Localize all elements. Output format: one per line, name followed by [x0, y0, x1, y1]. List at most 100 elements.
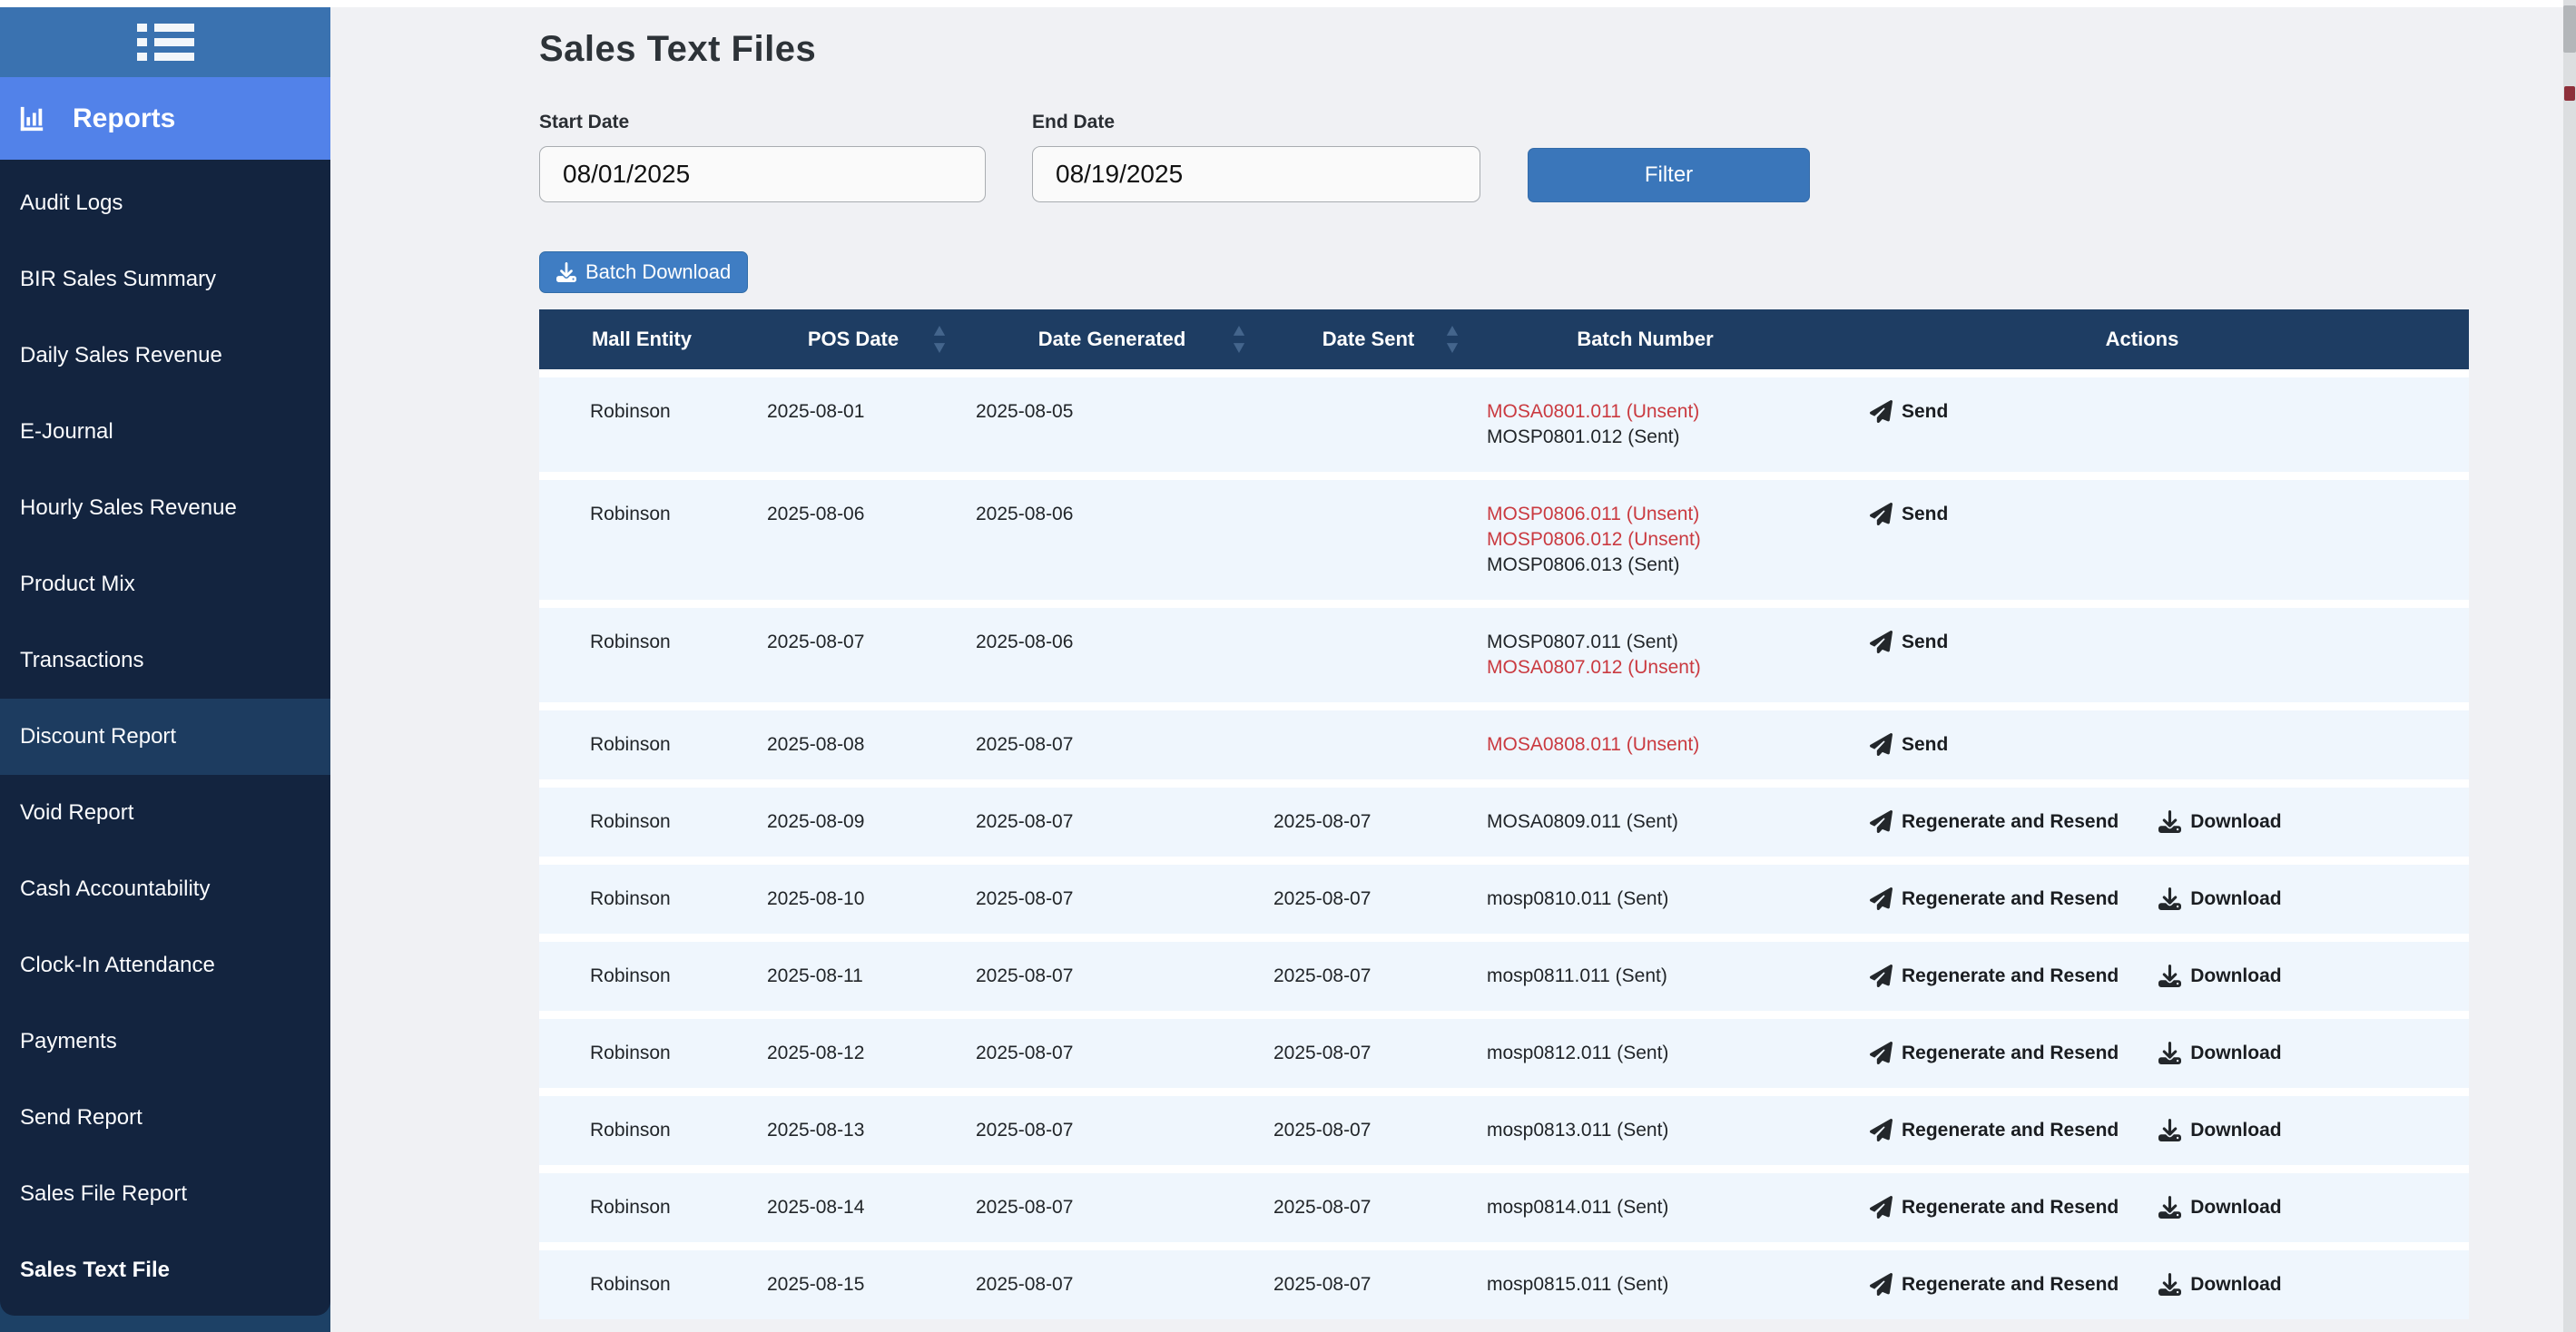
- table-row: Robinson 2025-08-12 2025-08-07 2025-08-07 mo…: [539, 1014, 2469, 1092]
- sidebar-menu-toggle[interactable]: [0, 7, 330, 77]
- sidebar-item-e-journal[interactable]: E-Journal: [20, 419, 113, 444]
- actions-cell: Regenerate and Resend Download: [1815, 937, 2469, 1014]
- batch-number-cell: MOSA0809.011 (Sent): [1475, 783, 1815, 860]
- paper-plane-icon: [1870, 631, 1893, 653]
- sidebar-item-daily-sales-revenue[interactable]: Daily Sales Revenue: [20, 343, 222, 367]
- actions-cell: Send: [1815, 373, 2469, 475]
- main-content: Sales Text Files Start Date End Date Fil…: [330, 7, 2576, 1332]
- sales-files-table: Mall Entity POS Date Date Generated Date …: [539, 309, 2469, 1319]
- column-header-date-sent[interactable]: Date Sent: [1262, 309, 1475, 373]
- actions-cell: Send: [1815, 475, 2469, 603]
- actions-cell: Regenerate and Resend Download: [1815, 1092, 2469, 1169]
- paper-plane-icon: [1870, 810, 1893, 833]
- action-label: Download: [2190, 810, 2282, 832]
- sidebar-item-sales-file-report[interactable]: Sales File Report: [20, 1181, 188, 1206]
- actions-cell: Regenerate and Resend Download: [1815, 783, 2469, 860]
- mall-entity-cell: Robinson: [590, 631, 671, 652]
- sidebar-item-audit-logs[interactable]: Audit Logs: [20, 191, 123, 215]
- paper-plane-icon: [1870, 887, 1893, 910]
- mall-entity-cell: Robinson: [590, 965, 671, 986]
- sort-icon[interactable]: [933, 325, 946, 353]
- download-action[interactable]: Download: [2158, 886, 2282, 912]
- scrollbar-thumb[interactable]: [2563, 5, 2576, 53]
- batch-number-unsent: MOSA0807.012 (Unsent): [1487, 656, 1701, 678]
- batch-number-sent: MOSP0806.013 (Sent): [1487, 553, 1680, 575]
- regenerate-and-resend-action[interactable]: Regenerate and Resend: [1870, 1195, 2119, 1220]
- paper-plane-icon: [1870, 1196, 1893, 1219]
- send-action[interactable]: Send: [1870, 502, 1948, 527]
- sidebar-item-cash-accountability[interactable]: Cash Accountability: [20, 877, 211, 901]
- batch-number-sent: mosp0810.011 (Sent): [1487, 887, 1669, 909]
- column-header-mall-entity: Mall Entity: [539, 309, 744, 373]
- batch-number-cell: MOSP0807.011 (Sent) MOSA0807.012 (Unsent): [1475, 603, 1815, 706]
- batch-number-unsent: MOSP0806.011 (Unsent): [1487, 503, 1700, 524]
- send-action[interactable]: Send: [1870, 732, 1948, 758]
- pos-date-cell: 2025-08-10: [767, 887, 865, 909]
- download-action[interactable]: Download: [2158, 1272, 2282, 1298]
- column-header-actions: Actions: [1815, 309, 2469, 373]
- pos-date-cell: 2025-08-09: [767, 810, 865, 832]
- sidebar-item-sales-text-file[interactable]: Sales Text File: [20, 1258, 170, 1282]
- date-sent-cell: [1262, 706, 1475, 783]
- start-date-label: Start Date: [539, 112, 630, 132]
- column-header-batch-number: Batch Number: [1475, 309, 1815, 373]
- send-action[interactable]: Send: [1870, 630, 1948, 655]
- pos-date-cell: 2025-08-11: [767, 965, 863, 986]
- download-icon: [2158, 1042, 2182, 1064]
- regenerate-and-resend-action[interactable]: Regenerate and Resend: [1870, 964, 2119, 989]
- actions-cell: Regenerate and Resend Download: [1815, 1169, 2469, 1246]
- sort-icon[interactable]: [1233, 325, 1245, 353]
- download-action[interactable]: Download: [2158, 1041, 2282, 1066]
- sidebar-item-hourly-sales-revenue[interactable]: Hourly Sales Revenue: [20, 495, 237, 520]
- date-generated-cell: 2025-08-06: [976, 631, 1074, 652]
- regenerate-and-resend-action[interactable]: Regenerate and Resend: [1870, 1272, 2119, 1298]
- sidebar-item-discount-report[interactable]: Discount Report: [0, 699, 330, 775]
- mall-entity-cell: Robinson: [590, 887, 671, 909]
- column-header-date-generated[interactable]: Date Generated: [962, 309, 1262, 373]
- sidebar: Reports Audit Logs BIR Sales Summary Daily…: [0, 7, 330, 1332]
- action-label: Regenerate and Resend: [1902, 965, 2119, 986]
- filter-button[interactable]: Filter: [1528, 148, 1810, 202]
- download-action[interactable]: Download: [2158, 1118, 2282, 1143]
- download-action[interactable]: Download: [2158, 1195, 2282, 1220]
- start-date-group: Start Date: [539, 112, 986, 202]
- date-sent-cell: [1262, 373, 1475, 475]
- download-action[interactable]: Download: [2158, 964, 2282, 989]
- download-icon: [2158, 1273, 2182, 1296]
- actions-cell: Send: [1815, 603, 2469, 706]
- pos-date-cell: 2025-08-06: [767, 503, 865, 524]
- regenerate-and-resend-action[interactable]: Regenerate and Resend: [1870, 1118, 2119, 1143]
- regenerate-and-resend-action[interactable]: Regenerate and Resend: [1870, 886, 2119, 912]
- column-header-pos-date[interactable]: POS Date: [744, 309, 962, 373]
- sidebar-item-send-report[interactable]: Send Report: [20, 1105, 143, 1130]
- regenerate-and-resend-action[interactable]: Regenerate and Resend: [1870, 809, 2119, 835]
- page-title: Sales Text Files: [539, 29, 817, 69]
- sidebar-item-payments[interactable]: Payments: [20, 1029, 117, 1053]
- sidebar-item-bir-sales-summary[interactable]: BIR Sales Summary: [20, 267, 217, 291]
- download-icon: [2158, 965, 2182, 987]
- sidebar-item-transactions[interactable]: Transactions: [20, 648, 144, 672]
- action-label: Download: [2190, 1196, 2282, 1218]
- action-label: Regenerate and Resend: [1902, 887, 2119, 909]
- start-date-input[interactable]: [539, 146, 986, 202]
- sidebar-item-clock-in-attendance[interactable]: Clock-In Attendance: [20, 953, 215, 977]
- table-row: Robinson 2025-08-08 2025-08-07 MOSA0808.011…: [539, 706, 2469, 783]
- regenerate-and-resend-action[interactable]: Regenerate and Resend: [1870, 1041, 2119, 1066]
- sort-icon[interactable]: [1446, 325, 1459, 353]
- action-label: Download: [2190, 965, 2282, 986]
- table-row: Robinson 2025-08-13 2025-08-07 2025-08-07 mo…: [539, 1092, 2469, 1169]
- send-action[interactable]: Send: [1870, 399, 1948, 425]
- batch-download-button[interactable]: Batch Download: [539, 251, 749, 293]
- sidebar-item-product-mix[interactable]: Product Mix: [20, 572, 135, 596]
- batch-number-cell: MOSA0801.011 (Unsent) MOSP0801.012 (Sent): [1475, 373, 1815, 475]
- download-action[interactable]: Download: [2158, 809, 2282, 835]
- end-date-input[interactable]: [1032, 146, 1480, 202]
- sidebar-item-reports[interactable]: Reports: [0, 77, 330, 160]
- table-body: Robinson 2025-08-01 2025-08-05 MOSA0801.011…: [539, 373, 2469, 1319]
- sidebar-item-void-report[interactable]: Void Report: [20, 800, 134, 825]
- actions-cell: Send: [1815, 706, 2469, 783]
- download-icon: [2158, 1196, 2182, 1219]
- scrollbar[interactable]: [2563, 0, 2576, 1332]
- batch-number-unsent: MOSA0808.011 (Unsent): [1487, 733, 1700, 755]
- date-sent-cell: 2025-08-07: [1273, 1119, 1372, 1141]
